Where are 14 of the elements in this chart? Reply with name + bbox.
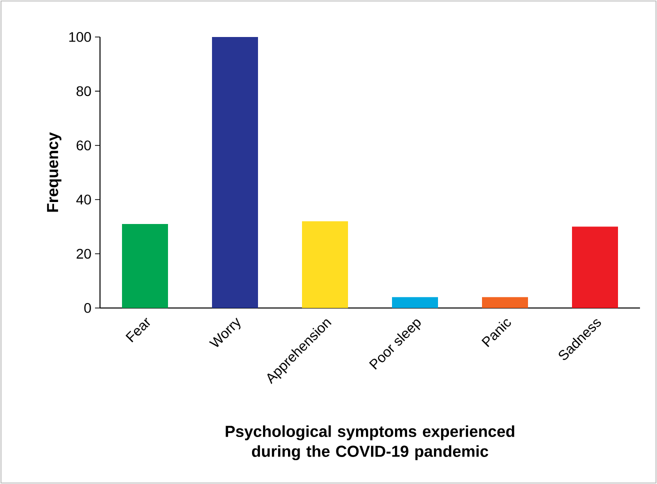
y-tick-label: 100 xyxy=(69,32,91,42)
bar xyxy=(302,221,348,308)
bar xyxy=(482,297,528,308)
y-tick-label: 20 xyxy=(76,248,91,259)
y-tick-label: 40 xyxy=(76,194,91,205)
y-axis-title: Frequency xyxy=(47,132,62,212)
bar xyxy=(212,36,258,308)
y-tick-label: 60 xyxy=(76,140,91,150)
y-tick-label: 0 xyxy=(84,303,91,313)
y-tick-label: 80 xyxy=(76,86,91,96)
bar xyxy=(392,297,438,308)
bar xyxy=(122,224,168,308)
x-axis-title: Psychological symptoms experienced during the COVID-19 pandemic xyxy=(226,425,514,460)
bar xyxy=(572,226,618,308)
